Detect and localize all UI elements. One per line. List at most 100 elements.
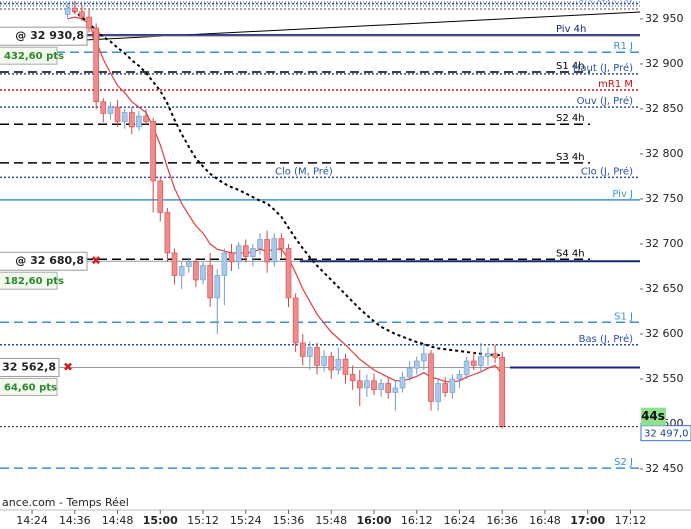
candle-body bbox=[314, 347, 320, 366]
candle-body bbox=[79, 11, 85, 18]
x-tick-label: 15:36 bbox=[273, 514, 305, 527]
candle-body bbox=[121, 112, 128, 122]
current-price-label: 32 497,0 bbox=[644, 429, 689, 440]
candle-body bbox=[185, 261, 192, 267]
timer-box bbox=[641, 407, 666, 426]
candle-body bbox=[264, 239, 270, 263]
y-tick-label: 32 750 bbox=[645, 192, 684, 205]
order-box bbox=[0, 357, 60, 377]
x-tick-label: 16:12 bbox=[401, 514, 433, 527]
candle-body bbox=[378, 383, 384, 391]
order-pts-box bbox=[0, 271, 58, 290]
candle-body bbox=[435, 383, 441, 402]
candle-body bbox=[178, 266, 185, 276]
order-box bbox=[0, 26, 88, 46]
candle-body bbox=[278, 238, 285, 249]
candle-body bbox=[449, 378, 456, 393]
order-close[interactable]: ✖ bbox=[91, 254, 101, 268]
candle-body bbox=[442, 383, 449, 393]
order-pts-box bbox=[0, 377, 58, 396]
candle-body bbox=[335, 358, 342, 371]
level-label: Piv 4h bbox=[556, 24, 586, 35]
x-tick-label: 17:00 bbox=[570, 514, 605, 527]
candle-body bbox=[356, 380, 363, 389]
candle-body bbox=[492, 353, 498, 358]
level-label: mR1 M bbox=[598, 79, 633, 90]
y-tick-label: 32 900 bbox=[645, 57, 684, 70]
x-tick-label: 14:24 bbox=[16, 514, 48, 527]
candle-body bbox=[221, 252, 228, 276]
candle-body bbox=[100, 101, 107, 114]
y-tick-label: 32 600 bbox=[645, 327, 684, 340]
candle-body bbox=[193, 261, 199, 281]
x-tick-label: 16:24 bbox=[444, 514, 476, 527]
level-label: S2 J bbox=[614, 457, 633, 468]
candle-body bbox=[200, 265, 206, 281]
level-label: S2 4h bbox=[556, 113, 585, 124]
candle-body bbox=[114, 106, 121, 122]
candle-body bbox=[470, 360, 477, 366]
y-tick-label: 32 700 bbox=[645, 237, 684, 250]
candle-body bbox=[107, 106, 114, 114]
level-label: S1 J bbox=[614, 311, 633, 322]
level-label: Bas (J, Pré) bbox=[579, 333, 633, 345]
order-price: @ 32 930,8 bbox=[15, 29, 84, 42]
candle-body bbox=[171, 252, 178, 276]
candle-body bbox=[128, 112, 135, 128]
order-price: @ 32 680,8 bbox=[15, 254, 84, 267]
candle-body bbox=[478, 356, 484, 366]
y-tick-label: 32 950 bbox=[645, 12, 684, 25]
x-tick-label: 14:48 bbox=[102, 514, 134, 527]
order-pts-box bbox=[0, 46, 58, 65]
y-tick-label: 32 850 bbox=[645, 102, 684, 115]
candle-body bbox=[157, 180, 164, 213]
candle-body bbox=[136, 115, 142, 128]
candle-body bbox=[406, 367, 413, 378]
moving-average bbox=[67, 7, 503, 357]
order-close[interactable]: ✖ bbox=[63, 360, 73, 374]
x-tick-label: 15:24 bbox=[230, 514, 262, 527]
candle-body bbox=[242, 245, 249, 257]
order-pts: 182,60 pts bbox=[4, 276, 64, 287]
candle-body bbox=[271, 238, 278, 263]
candle-body bbox=[328, 356, 335, 371]
candle-body bbox=[463, 360, 470, 375]
y-tick-label: 32 550 bbox=[645, 372, 684, 385]
candle-body bbox=[299, 342, 306, 357]
candle-body bbox=[321, 356, 327, 366]
candle-body bbox=[292, 297, 299, 344]
order-pts: 64,60 pts bbox=[4, 382, 57, 393]
candle-body bbox=[214, 275, 221, 299]
x-tick-label: 15:00 bbox=[143, 514, 178, 527]
candle-body bbox=[385, 383, 392, 393]
level-label: Ouv (J, Pré) bbox=[577, 95, 633, 107]
candle-body bbox=[413, 360, 420, 369]
candle-body bbox=[235, 245, 242, 263]
level-label: S4 4h bbox=[556, 248, 585, 259]
candle-body bbox=[371, 380, 377, 391]
x-tick-label: 16:48 bbox=[529, 514, 561, 527]
order-box bbox=[0, 251, 88, 271]
candle-body bbox=[364, 380, 370, 389]
x-tick-label: 15:12 bbox=[187, 514, 219, 527]
candle-body bbox=[164, 212, 171, 254]
order-price: 32 562,8 bbox=[2, 360, 56, 373]
candle-body bbox=[257, 239, 263, 249]
candle-body bbox=[428, 353, 434, 402]
y-tick-label: 32 650 bbox=[645, 282, 684, 295]
candle-body bbox=[86, 16, 92, 29]
level-label: S3 4h bbox=[556, 152, 585, 163]
x-tick-label: 15:48 bbox=[315, 514, 347, 527]
timer: 44s bbox=[641, 409, 665, 423]
x-tick-label: 16:00 bbox=[356, 514, 391, 527]
candle-body bbox=[64, 7, 71, 15]
level-label: Piv J bbox=[612, 189, 633, 200]
candle-body bbox=[285, 248, 292, 299]
candle-body bbox=[228, 252, 235, 263]
candle-body bbox=[307, 347, 313, 357]
y-tick-label: 32 800 bbox=[645, 147, 684, 160]
candle-body bbox=[143, 115, 149, 122]
level-label: S1 4h bbox=[556, 61, 585, 72]
level-label: R1 J bbox=[614, 41, 633, 52]
